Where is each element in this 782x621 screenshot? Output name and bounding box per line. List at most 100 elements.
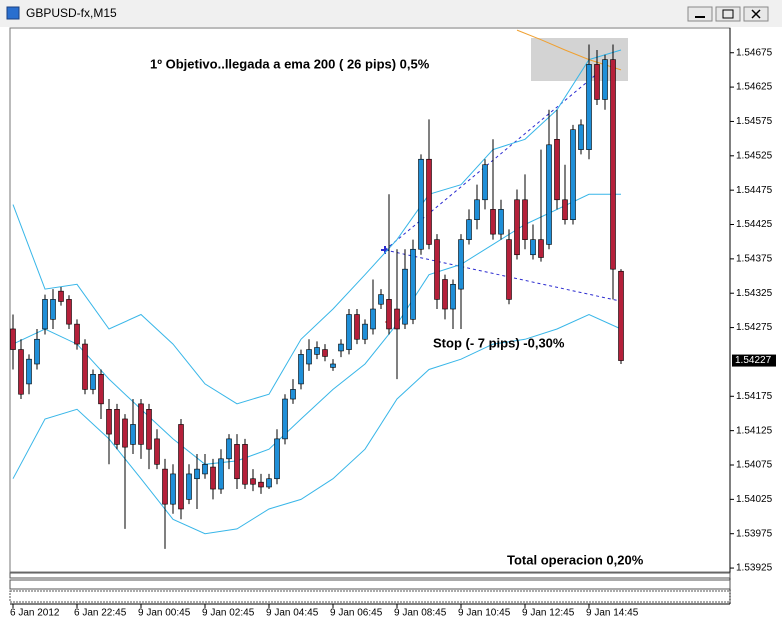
candle-body xyxy=(610,59,616,270)
candle-body xyxy=(74,323,80,345)
candle-body xyxy=(306,349,312,365)
annotation: Stop (- 7 pips) -0,30% xyxy=(433,335,565,350)
maximize-button[interactable] xyxy=(715,6,741,22)
y-tick-label: 1.54625 xyxy=(736,82,773,93)
candle-body xyxy=(234,444,240,480)
candle-body xyxy=(490,209,496,235)
candle-body xyxy=(98,374,104,405)
candle-body xyxy=(130,424,136,445)
candle-body xyxy=(266,478,272,488)
y-tick-label: 1.54575 xyxy=(736,116,773,127)
y-tick-label: 1.54425 xyxy=(736,219,773,230)
candle-body xyxy=(466,219,472,240)
y-tick-label: 1.53975 xyxy=(736,528,773,539)
candle-body xyxy=(146,409,152,450)
candle-body xyxy=(162,468,168,505)
candle-body xyxy=(458,239,464,290)
candle-body xyxy=(34,338,40,365)
candle-body xyxy=(154,438,160,465)
candle-body xyxy=(10,328,16,350)
y-tick-label: 1.54175 xyxy=(736,391,773,402)
candle-body xyxy=(218,458,224,490)
candle-body xyxy=(410,248,416,320)
y-tick-label: 1.54125 xyxy=(736,425,773,436)
x-tick-label: 9 Jan 02:45 xyxy=(202,608,255,619)
candle-body xyxy=(442,279,448,310)
candle-body xyxy=(370,308,376,330)
candle-body xyxy=(586,64,592,150)
candle-body xyxy=(530,239,536,256)
candle-body xyxy=(434,239,440,300)
candle-body xyxy=(66,299,72,325)
candle-body xyxy=(18,349,24,395)
candle-body xyxy=(482,164,488,201)
x-tick-label: 9 Jan 06:45 xyxy=(330,608,383,619)
candle-body xyxy=(474,199,480,221)
candle-body xyxy=(338,343,344,352)
indicator-window xyxy=(9,579,731,590)
candle-body xyxy=(226,438,232,460)
candle-body xyxy=(298,354,304,385)
candle-body xyxy=(202,464,208,475)
y-tick-label: 1.54275 xyxy=(736,322,773,333)
y-tick-label: 1.54075 xyxy=(736,460,773,471)
candle-body xyxy=(250,478,256,485)
x-tick-label: 9 Jan 14:45 xyxy=(586,608,639,619)
y-tick-label: 1.54375 xyxy=(736,254,773,265)
y-tick-label: 1.54025 xyxy=(736,494,773,505)
candle-body xyxy=(362,323,368,340)
minimize-button[interactable] xyxy=(687,6,713,22)
y-tick-label: 1.54675 xyxy=(736,47,773,58)
window-buttons[interactable] xyxy=(687,6,769,22)
candle-body xyxy=(114,409,120,445)
candle-body xyxy=(82,343,88,390)
candle-body xyxy=(242,444,248,485)
x-tick-label: 9 Jan 10:45 xyxy=(458,608,511,619)
candle-body xyxy=(578,124,584,150)
annotation: 1º Objetivo..llegada a ema 200 ( 26 pips… xyxy=(150,56,430,71)
candle-body xyxy=(258,481,264,488)
candle-body xyxy=(394,308,400,330)
x-tick-label: 6 Jan 2012 xyxy=(10,608,60,619)
candle-body xyxy=(618,270,624,361)
current-price-label: 1.54227 xyxy=(735,355,772,366)
candle-body xyxy=(138,403,144,445)
candle-body xyxy=(90,374,96,390)
candle-body xyxy=(290,389,296,400)
candle-body xyxy=(602,59,608,100)
candle-body xyxy=(106,409,112,435)
candle-body xyxy=(210,466,216,490)
window-title: GBPUSD-fx,M15 xyxy=(26,6,117,20)
y-tick-label: 1.54475 xyxy=(736,185,773,196)
candle-body xyxy=(498,209,504,235)
candle-body xyxy=(346,314,352,350)
candle-body xyxy=(514,199,520,256)
candle-body xyxy=(274,438,280,480)
candle-body xyxy=(330,363,336,368)
candle-body xyxy=(562,199,568,221)
candle-body xyxy=(506,239,512,300)
candle-body xyxy=(194,468,200,480)
candle-body xyxy=(418,158,424,250)
indicator-window xyxy=(9,590,731,603)
x-tick-label: 9 Jan 08:45 xyxy=(394,608,447,619)
candle-body xyxy=(322,349,328,357)
candle-body xyxy=(26,358,32,385)
candle-body xyxy=(402,268,408,325)
candle-body xyxy=(378,294,384,305)
candle-body xyxy=(178,424,184,510)
plot-frame xyxy=(9,27,731,573)
annotation: Total operacion 0,20% xyxy=(507,552,644,567)
candle-body xyxy=(386,299,392,330)
close-icon xyxy=(751,9,761,19)
candle-body xyxy=(314,347,320,355)
y-tick-label: 1.54525 xyxy=(736,150,773,161)
candle-body xyxy=(426,158,432,245)
candle-body xyxy=(186,473,192,500)
trend-line xyxy=(384,249,621,302)
candle-body xyxy=(538,239,544,258)
candle-body xyxy=(354,314,360,340)
candle-body xyxy=(594,64,600,100)
maximize-icon xyxy=(722,9,734,19)
